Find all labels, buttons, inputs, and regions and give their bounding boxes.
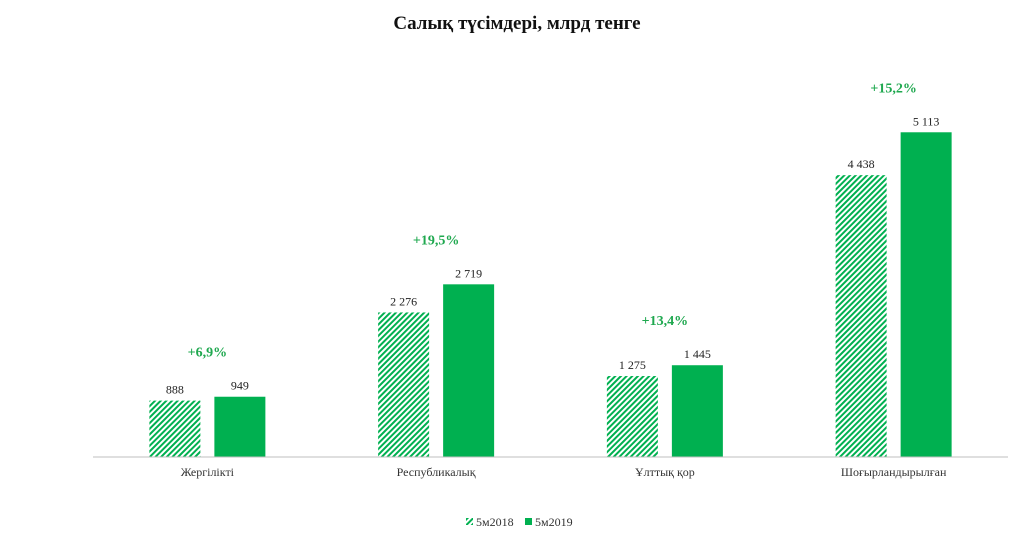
category-label: Шоғырландырылған [841, 465, 947, 479]
data-label: 888 [166, 383, 184, 397]
growth-label: +19,5% [413, 233, 459, 248]
category-label: Республикалық [397, 465, 476, 479]
growth-label: +13,4% [642, 314, 688, 329]
data-label: 949 [231, 379, 249, 393]
data-label: 4 438 [848, 157, 875, 171]
bar [149, 400, 201, 457]
data-label: 1 275 [619, 358, 646, 372]
legend-label: 5м2019 [535, 515, 573, 529]
bars-group: 888 949 +6,9% Жергілікті 2 276 2 719 +19,5% Рес… [149, 81, 952, 479]
data-label: 1 445 [684, 347, 711, 361]
data-label: 2 276 [390, 294, 417, 308]
bar [378, 312, 430, 457]
legend-swatch [525, 518, 532, 525]
legend-swatch [466, 518, 473, 525]
bar [835, 175, 887, 457]
data-label: 5 113 [913, 114, 940, 128]
legend: 5м2018 5м2019 [466, 515, 573, 529]
data-label: 2 719 [455, 266, 482, 280]
bar [214, 396, 266, 457]
bar [606, 376, 658, 457]
chart-title: Салық түсімдері, млрд тенге [393, 13, 640, 34]
category-label: Ұлттық қор [635, 465, 695, 479]
category-label: Жергілікті [181, 465, 235, 479]
bar [671, 365, 723, 457]
growth-label: +6,9% [188, 346, 227, 361]
bar [900, 132, 952, 457]
legend-label: 5м2018 [476, 515, 514, 529]
bar [443, 284, 495, 457]
growth-label: +15,2% [870, 81, 916, 96]
